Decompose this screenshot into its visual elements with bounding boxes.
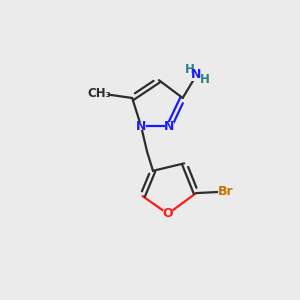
FancyBboxPatch shape (188, 70, 204, 81)
Text: H: H (200, 73, 209, 86)
FancyBboxPatch shape (165, 122, 174, 130)
Text: N: N (136, 120, 146, 133)
Text: N: N (164, 120, 175, 133)
Text: H: H (184, 63, 194, 76)
Text: O: O (163, 207, 173, 220)
FancyBboxPatch shape (218, 187, 233, 196)
FancyBboxPatch shape (88, 89, 108, 98)
FancyBboxPatch shape (136, 122, 146, 130)
Text: N: N (191, 68, 201, 81)
Text: CH₃: CH₃ (88, 87, 111, 100)
Text: Br: Br (218, 185, 234, 198)
FancyBboxPatch shape (163, 210, 172, 218)
